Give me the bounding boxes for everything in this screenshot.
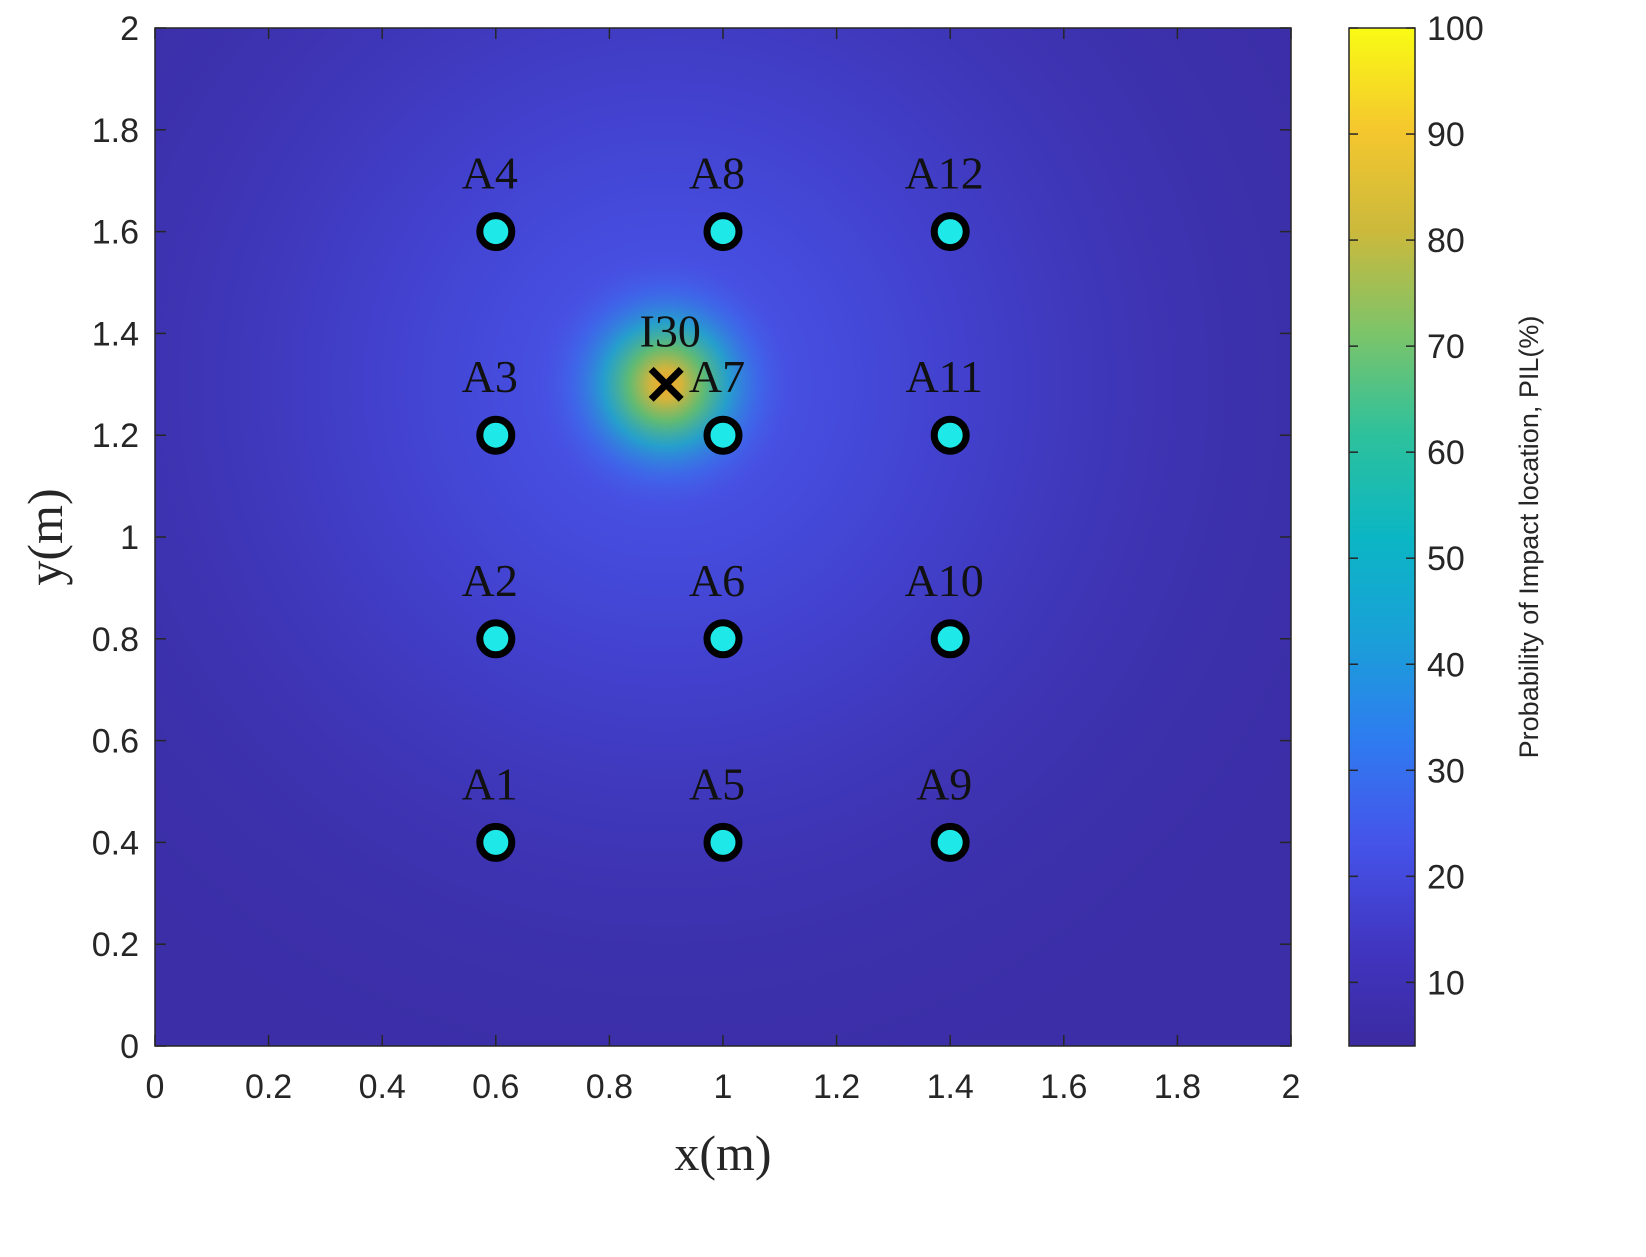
colorbar-tick-label: 90 <box>1427 116 1465 154</box>
y-axis-ticks: 0 0.2 0.4 0.6 0.8 1 1.2 1.4 1.6 1.8 2 <box>92 10 1291 1066</box>
impact-marker <box>648 366 684 402</box>
x-tick-label: 0 <box>146 1068 165 1106</box>
x-tick-label: 1.2 <box>813 1068 860 1106</box>
x-tick-label: 1.8 <box>1154 1068 1201 1106</box>
sensor-marker-a4 <box>476 212 516 252</box>
sensor-label-a12: A12 <box>905 148 984 199</box>
sensor-marker-a11 <box>930 415 970 455</box>
plot-area: 0 0.2 0.4 0.6 0.8 1 1.2 1.4 1.6 1.8 2 0 0.2 0.4 0.6 0.… <box>92 10 1301 1106</box>
heatmap-peak-field <box>155 28 1291 1046</box>
sensor-label-a5: A5 <box>689 758 745 809</box>
y-tick-label: 0.4 <box>92 824 139 862</box>
colorbar-tick-label: 50 <box>1427 540 1465 578</box>
x-tick-label: 1.6 <box>1040 1068 1087 1106</box>
sensor-label-a11: A11 <box>905 351 983 402</box>
sensor-label-a10: A10 <box>905 555 984 606</box>
sensor-label-a9: A9 <box>916 758 972 809</box>
y-tick-label: 1.8 <box>92 112 139 150</box>
colorbar-ticks: 10 20 30 40 50 60 70 80 90 100 <box>1349 10 1484 1002</box>
x-axis-title: x(m) <box>674 1125 771 1181</box>
sensor-marker-a1 <box>476 822 516 862</box>
colorbar-tick-label: 40 <box>1427 646 1465 684</box>
y-tick-label: 1.2 <box>92 417 139 455</box>
sensor-marker-a2 <box>476 619 516 659</box>
y-tick-label: 2 <box>120 10 139 48</box>
y-tick-label: 0.8 <box>92 621 139 659</box>
sensor-marker-a12 <box>930 212 970 252</box>
sensor-marker-a3 <box>476 415 516 455</box>
sensor-label-a7: A7 <box>689 351 745 402</box>
colorbar-tick-label: 30 <box>1427 752 1465 790</box>
colorbar-tick-label: 100 <box>1427 10 1484 48</box>
y-tick-label: 1 <box>120 519 139 557</box>
sensor-label-a6: A6 <box>689 555 745 606</box>
colorbar-tick-label: 20 <box>1427 858 1465 896</box>
sensor-marker-a7 <box>703 415 743 455</box>
colorbar-tick-label: 10 <box>1427 964 1465 1002</box>
sensor-marker-a5 <box>703 822 743 862</box>
colorbar-gradient <box>1348 27 1416 1047</box>
x-tick-label: 0.6 <box>472 1068 519 1106</box>
colorbar-tick-label: 80 <box>1427 222 1465 260</box>
x-tick-label: 0.4 <box>359 1068 406 1106</box>
colorbar-tick-label: 70 <box>1427 328 1465 366</box>
sensor-label-a3: A3 <box>462 351 518 402</box>
sensor-label-a1: A1 <box>462 758 518 809</box>
colorbar: 10 20 30 40 50 60 70 80 90 100 Probability of Imp… <box>1348 10 1544 1047</box>
y-tick-label: 1.4 <box>92 315 139 353</box>
colorbar-title: Probability of Impact location, PIL(%) <box>1514 316 1544 759</box>
x-axis-ticks: 0 0.2 0.4 0.6 0.8 1 1.2 1.4 1.6 1.8 2 <box>146 28 1301 1106</box>
y-tick-label: 0 <box>120 1028 139 1066</box>
sensor-label-a8: A8 <box>689 148 745 199</box>
sensor-marker-a6 <box>703 619 743 659</box>
x-tick-label: 1 <box>714 1068 733 1106</box>
x-tick-label: 0.8 <box>586 1068 633 1106</box>
y-tick-label: 0.6 <box>92 723 139 761</box>
y-tick-label: 0.2 <box>92 926 139 964</box>
sensor-markers: A1 A2 A3 A4 A5 A6 A7 A8 A9 A10 A11 A12 <box>462 148 984 862</box>
sensor-label-a2: A2 <box>462 555 518 606</box>
sensor-marker-a9 <box>930 822 970 862</box>
sensor-marker-a10 <box>930 619 970 659</box>
colorbar-tick-label: 60 <box>1427 434 1465 472</box>
sensor-label-a4: A4 <box>462 148 518 199</box>
sensor-marker-a8 <box>703 212 743 252</box>
impact-marker-group: I30 <box>640 305 701 402</box>
x-tick-label: 1.4 <box>927 1068 974 1106</box>
x-tick-label: 0.2 <box>245 1068 292 1106</box>
x-tick-label: 2 <box>1282 1068 1301 1106</box>
y-axis-title: y(m) <box>17 488 73 585</box>
y-tick-label: 1.6 <box>92 214 139 252</box>
impact-label: I30 <box>640 305 701 356</box>
